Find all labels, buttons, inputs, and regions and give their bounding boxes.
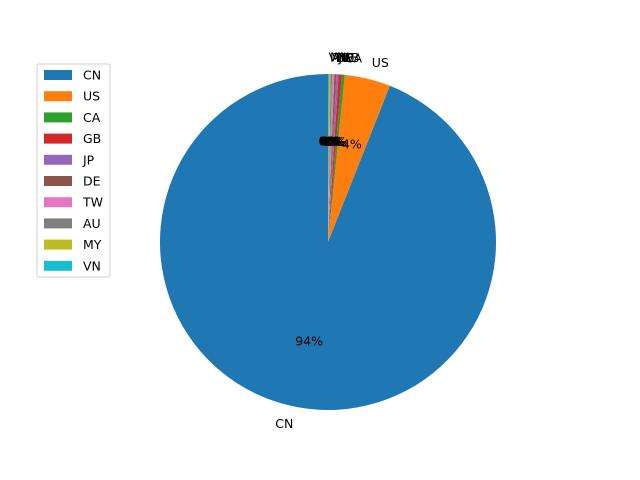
legend-swatch-jp — [44, 154, 72, 165]
legend-label-my: MY — [83, 237, 102, 252]
legend-swatch-tw — [44, 197, 72, 208]
category-label-us: US — [372, 55, 389, 70]
chart-legend: CN US CA GB JP DE TW AU MY VN — [36, 63, 111, 278]
legend-label-tw: TW — [82, 195, 103, 210]
pie-slice-gb — [328, 74, 342, 242]
legend-swatch-gb — [44, 133, 72, 144]
category-label-au: AU — [332, 50, 350, 65]
pct-label-jp: 0% — [324, 134, 344, 149]
category-label-vn: VN — [329, 50, 347, 65]
legend-label-vn: VN — [83, 258, 101, 273]
pct-label-gb: 0% — [325, 134, 345, 149]
category-label-jp: JP — [337, 50, 350, 65]
legend-label-gb: GB — [83, 131, 101, 146]
legend-swatch-de — [44, 176, 72, 186]
legend-label-jp: JP — [82, 152, 95, 167]
pct-label-au: 0% — [320, 134, 340, 149]
category-label-de: DE — [336, 50, 354, 65]
pie-slice-us — [328, 74, 390, 242]
category-label-ca: CA — [345, 50, 363, 65]
category-label-gb: GB — [341, 50, 359, 65]
pie-slice-cn — [159, 74, 496, 410]
pie-slice-tw — [328, 74, 335, 242]
pct-label-my: 0% — [319, 134, 339, 149]
pie-slice-my — [328, 74, 331, 242]
legend-label-us: US — [83, 89, 100, 104]
pct-label-tw: 0% — [321, 134, 341, 149]
legend-swatch-au — [44, 218, 72, 229]
pie-slice-vn — [328, 74, 330, 242]
pct-label-de: 0% — [323, 134, 343, 149]
pie-slice-ca — [328, 74, 345, 243]
pct-label-cn: 94% — [295, 334, 323, 349]
legend-label-cn: CN — [83, 68, 101, 83]
category-label-cn: CN — [275, 416, 293, 431]
legend-label-de: DE — [83, 174, 101, 189]
pie-labels: 94%CN4%US0%CA0%GB0%JP0%DE0%TW0%AU0%MY0%V… — [275, 50, 389, 431]
category-label-tw: TW — [333, 50, 354, 65]
legend-label-ca: CA — [83, 110, 101, 125]
legend-swatch-us — [44, 91, 72, 102]
legend-swatch-my — [44, 239, 72, 250]
legend-label-au: AU — [83, 216, 101, 231]
pct-label-vn: 0% — [318, 134, 338, 149]
category-label-my: MY — [330, 50, 349, 65]
pct-label-us: 4% — [342, 137, 362, 152]
pie-slices — [159, 74, 496, 410]
pie-slice-de — [328, 74, 337, 242]
legend-swatch-ca — [44, 112, 72, 123]
legend-swatch-vn — [44, 260, 72, 271]
legend-swatch-cn — [44, 70, 72, 80]
pie-slice-au — [328, 74, 333, 243]
pct-label-ca: 0% — [327, 134, 347, 149]
pie-slice-jp — [328, 74, 339, 242]
